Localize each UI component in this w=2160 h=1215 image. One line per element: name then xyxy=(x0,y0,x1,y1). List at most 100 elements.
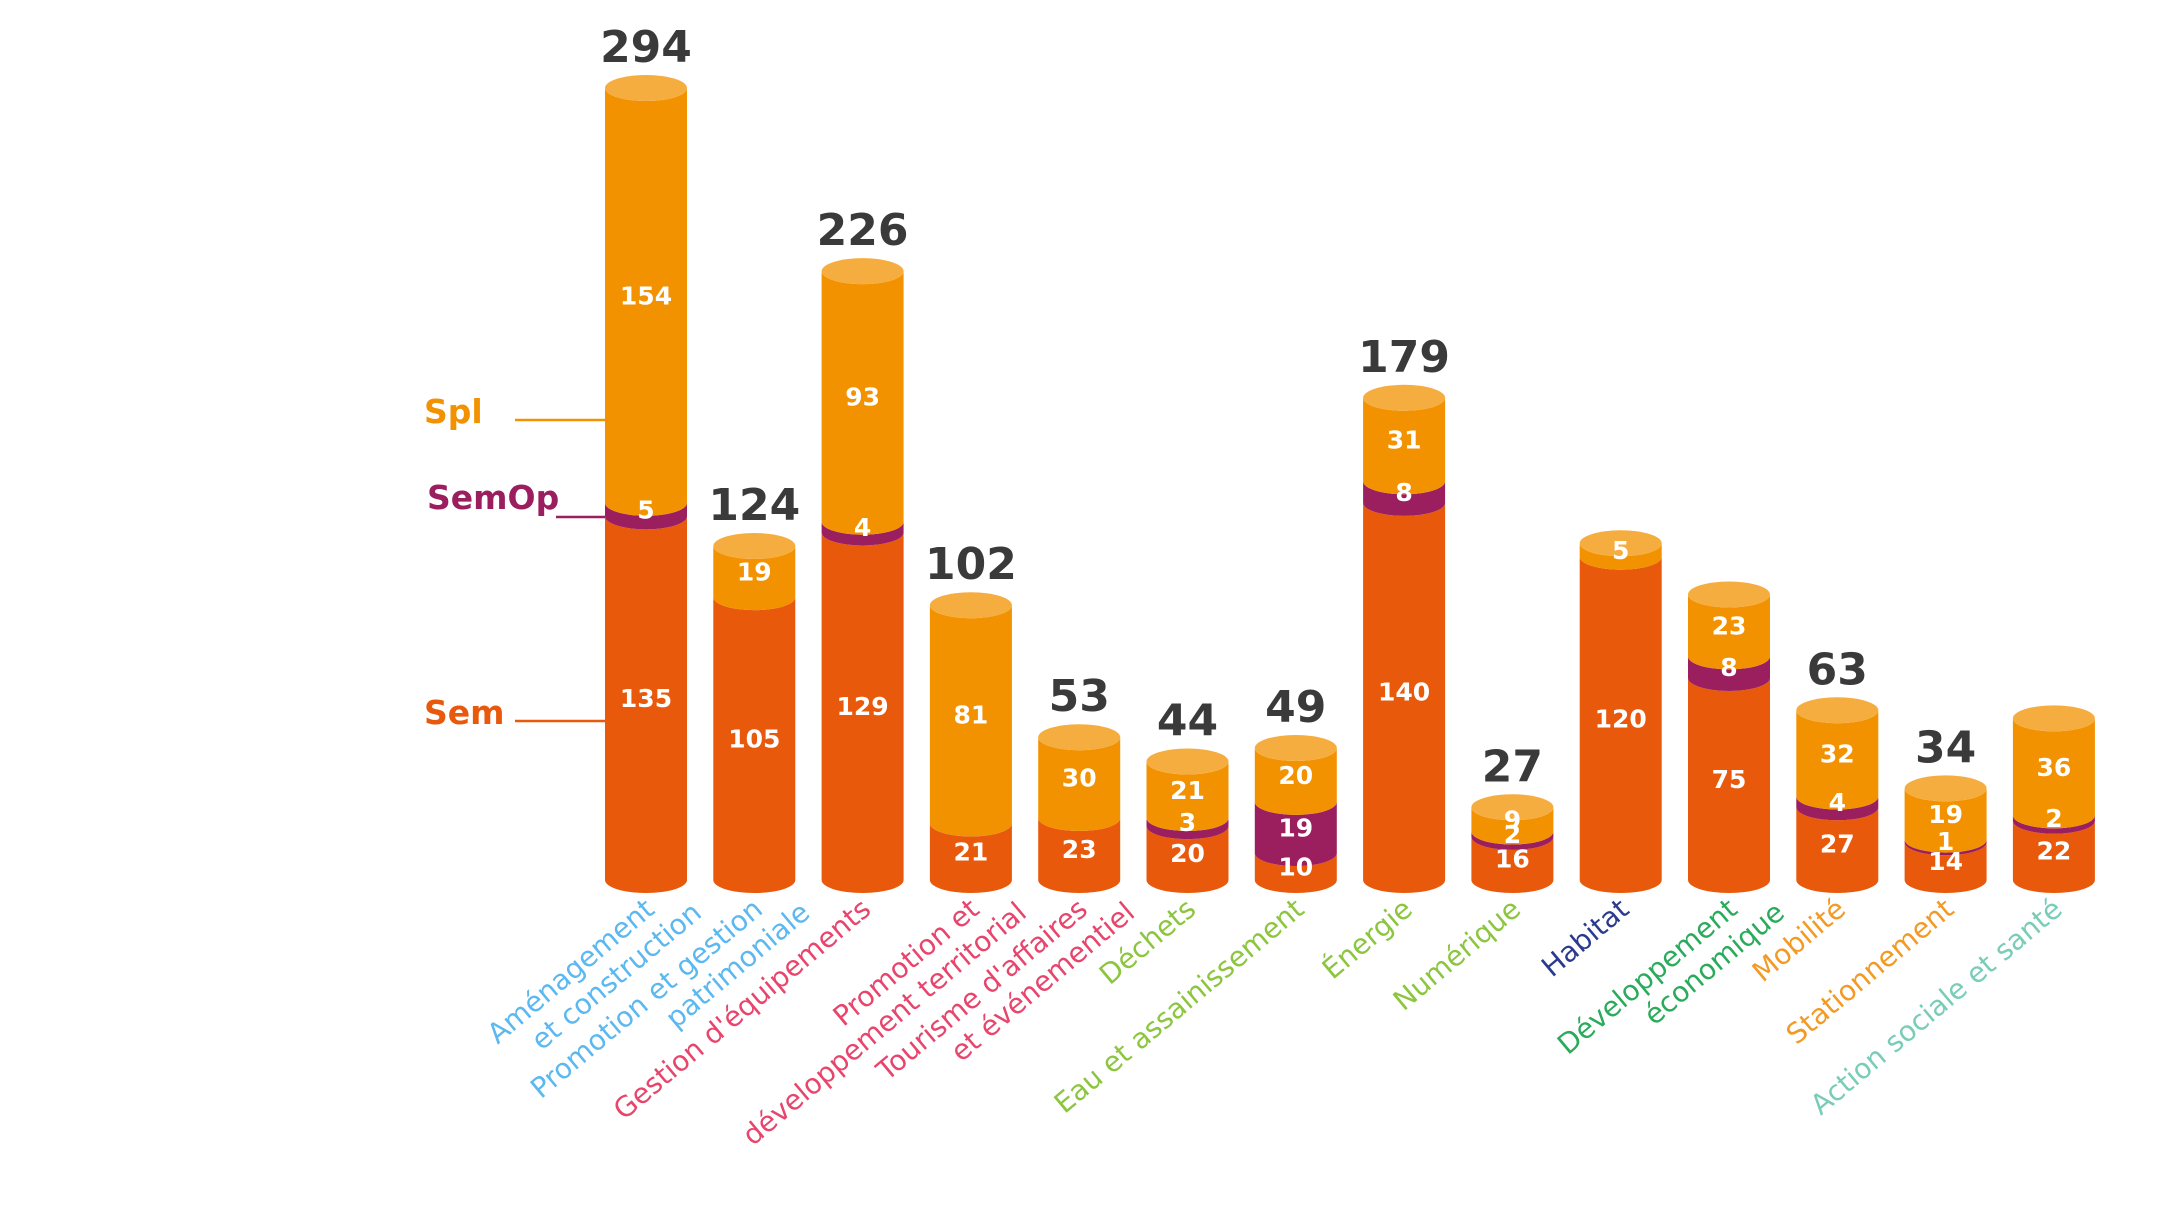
bar-cap xyxy=(605,75,687,101)
bar-segment-spl xyxy=(1904,788,1987,853)
bar-group: 27 4 32 63 xyxy=(1796,644,1879,893)
segment-value-label: 2 xyxy=(1504,820,1521,849)
category-label: Énergie xyxy=(1315,891,1418,985)
total-value-label: 226 xyxy=(817,205,909,256)
bar-segment-spl xyxy=(1688,594,1770,670)
bar-segment-sem xyxy=(713,597,796,893)
bar-segment-sem xyxy=(1688,677,1770,893)
total-value-label: 63 xyxy=(1807,644,1868,695)
segment-value-label: 23 xyxy=(1712,611,1747,640)
total-value-label: 27 xyxy=(1482,741,1543,792)
bars-layer: 1355154294105191241294932262181102233053… xyxy=(600,22,2095,893)
bar-cap xyxy=(1363,384,1446,411)
segment-value-label: 19 xyxy=(737,558,772,587)
bar-segment-sem xyxy=(929,823,1012,893)
segment-value-label: 8 xyxy=(1395,478,1412,507)
bar-segment-spl xyxy=(2012,718,2095,829)
bar-segment-semop xyxy=(1796,796,1879,821)
bar-segment-sem xyxy=(1579,556,1662,893)
bar-cap xyxy=(1904,775,1987,802)
bar-segment-spl xyxy=(929,605,1012,837)
segment-value-label: 81 xyxy=(954,700,989,729)
segment-value-label: 2 xyxy=(2045,804,2062,833)
total-value-label: 49 xyxy=(1265,682,1326,733)
bar-segment-semop xyxy=(1471,831,1554,850)
bar-cap xyxy=(1688,581,1770,608)
segment-value-label: 22 xyxy=(2037,836,2072,865)
bar-group: 105 19 124 xyxy=(708,480,800,893)
category-label-line: Énergie xyxy=(1315,891,1418,985)
bar-group: 23 30 53 xyxy=(1038,671,1121,893)
bar-segment-semop xyxy=(2012,815,2095,834)
legend-item-semop: SemOp xyxy=(427,478,605,519)
bar-segment-sem xyxy=(1904,842,1987,893)
total-value-label: 44 xyxy=(1157,695,1218,746)
segment-value-label: 21 xyxy=(954,838,989,867)
segment-value-label: 93 xyxy=(845,382,880,411)
bar-segment-spl xyxy=(1038,737,1121,832)
segment-value-label: 31 xyxy=(1387,426,1422,455)
bar-group: 21 81 102 xyxy=(925,539,1017,893)
bar-segment-sem xyxy=(821,532,904,893)
bar-segment-spl xyxy=(713,545,796,611)
segment-value-label: 32 xyxy=(1820,739,1855,768)
bar-segment-sem xyxy=(1471,836,1554,893)
segment-value-label: 3 xyxy=(1179,808,1196,837)
segment-value-label: 10 xyxy=(1278,853,1313,882)
segment-value-label: 154 xyxy=(620,281,672,310)
bar-cap xyxy=(2012,705,2095,732)
bar-cap xyxy=(1038,724,1121,751)
bar-cap xyxy=(1796,697,1879,724)
segment-value-label: 4 xyxy=(854,513,871,542)
bar-cap xyxy=(1579,530,1662,557)
bar-segment-spl xyxy=(1146,761,1229,832)
segment-value-label: 8 xyxy=(1720,653,1737,682)
bar-segment-spl xyxy=(1796,710,1879,810)
legend-label: Sem xyxy=(424,693,505,732)
bar-segment-semop xyxy=(1146,818,1229,840)
legend: Spl SemOp Sem xyxy=(424,392,605,732)
segment-value-label: 120 xyxy=(1595,704,1647,733)
bar-segment-sem xyxy=(1038,818,1121,893)
segment-value-label: 14 xyxy=(1928,847,1963,876)
bar-cap xyxy=(929,592,1012,619)
bar-segment-semop xyxy=(1904,839,1987,856)
segment-value-label: 9 xyxy=(1504,805,1521,834)
bar-segment-sem xyxy=(1146,826,1229,893)
segment-value-label: 105 xyxy=(728,725,780,754)
bar-cap xyxy=(713,532,796,559)
bar-group: 140 8 31 179 xyxy=(1358,332,1450,893)
segment-value-label: 23 xyxy=(1062,835,1097,864)
bar-segment-semop xyxy=(1688,656,1770,691)
legend-item-sem: Sem xyxy=(424,693,605,732)
segment-value-label: 20 xyxy=(1278,761,1313,790)
segment-value-label: 140 xyxy=(1378,677,1430,706)
segment-value-label: 1 xyxy=(1937,827,1954,856)
bar-group: 129 4 93 226 xyxy=(817,205,909,893)
bar-segment-spl xyxy=(605,88,687,516)
bar-segment-sem xyxy=(605,516,687,893)
bar-segment-semop xyxy=(1254,801,1337,867)
bar-segment-spl xyxy=(821,271,904,535)
segment-value-label: 20 xyxy=(1170,839,1205,868)
bar-cap xyxy=(1146,748,1229,775)
bar-segment-spl xyxy=(1254,748,1337,815)
bar-group: 10 19 20 49 xyxy=(1254,682,1337,893)
category-label: Développementéconomique xyxy=(1551,870,1791,1086)
bar-segment-spl xyxy=(1579,543,1662,570)
category-label-line: Habitat xyxy=(1535,892,1635,983)
bar-segment-semop xyxy=(1363,481,1446,516)
bar-segment-sem xyxy=(1363,502,1446,893)
segment-value-label: 5 xyxy=(637,496,654,525)
bar-cap xyxy=(821,258,904,285)
segment-value-label: 30 xyxy=(1062,764,1097,793)
bar-group: 135 5 154 294 xyxy=(600,22,692,893)
legend-item-spl: Spl xyxy=(424,392,605,431)
segment-value-label: 27 xyxy=(1820,830,1855,859)
segment-value-label: 19 xyxy=(1278,813,1313,842)
bar-cap xyxy=(1471,794,1554,821)
bar-segment-sem xyxy=(2012,820,2095,893)
segment-value-label: 129 xyxy=(837,692,889,721)
